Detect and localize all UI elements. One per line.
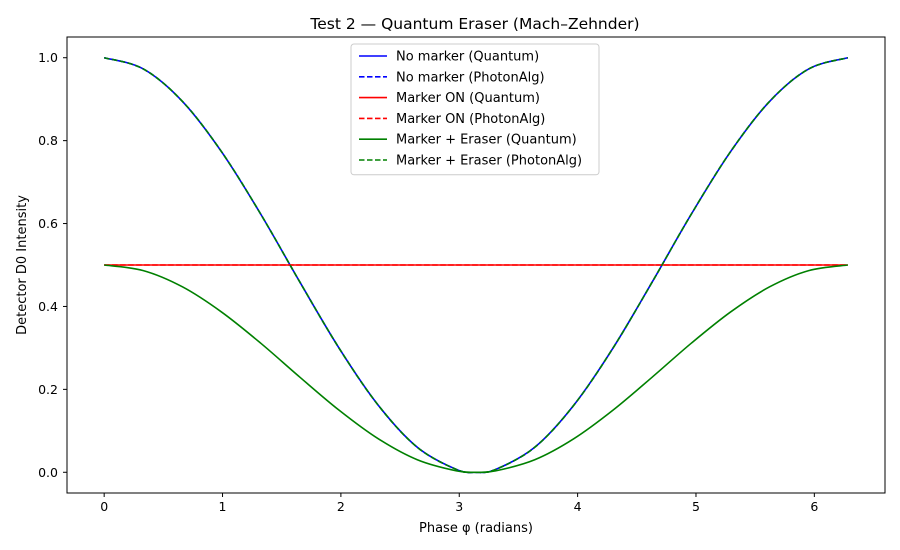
y-tick-label: 0.2 [38,382,58,397]
legend-label-no-marker-photonalg: No marker (PhotonAlg) [396,70,545,85]
legend-label-no-marker-quantum: No marker (Quantum) [396,50,539,65]
series-line-marker-eraser-photonalg [103,56,849,474]
legend-box [350,43,600,176]
y-tick-label: 0.0 [38,465,58,480]
x-tick-label: 4 [574,499,582,514]
y-axis-title: Detector D0 Intensity [15,195,30,335]
x-tick-label: 6 [810,499,818,514]
y-tick-label: 0.6 [38,216,58,231]
y-tick-label: 0.8 [38,133,58,148]
y-tick-label: 1.0 [38,50,58,65]
chart-title: Test 2 — Quantum Eraser (Mach–Zehnder) [309,15,639,33]
x-tick-label: 3 [455,499,463,514]
series-line-marker-eraser-quantum [104,264,848,474]
x-tick-label: 1 [219,499,227,514]
plot-area-frame [66,36,886,494]
x-tick-label: 5 [692,499,700,514]
series-layer [103,56,849,474]
y-axis-ticks: 0.0 0.2 0.4 0.6 0.8 1.0 [38,50,67,480]
legend-label-marker-eraser-photonalg: Marker + Eraser (PhotonAlg) [396,154,582,169]
legend: No marker (Quantum) No marker (PhotonAlg)… [350,43,600,176]
x-axis-ticks: 0 1 2 3 4 5 6 [100,493,818,514]
x-axis-title: Phase φ (radians) [419,521,533,536]
y-tick-label: 0.4 [38,299,58,314]
legend-label-marker-on-photonalg: Marker ON (PhotonAlg) [396,112,545,127]
x-tick-label: 2 [337,499,345,514]
legend-label-marker-eraser-quantum: Marker + Eraser (Quantum) [396,133,577,148]
legend-label-marker-on-quantum: Marker ON (Quantum) [396,91,540,106]
x-tick-label: 0 [100,499,108,514]
